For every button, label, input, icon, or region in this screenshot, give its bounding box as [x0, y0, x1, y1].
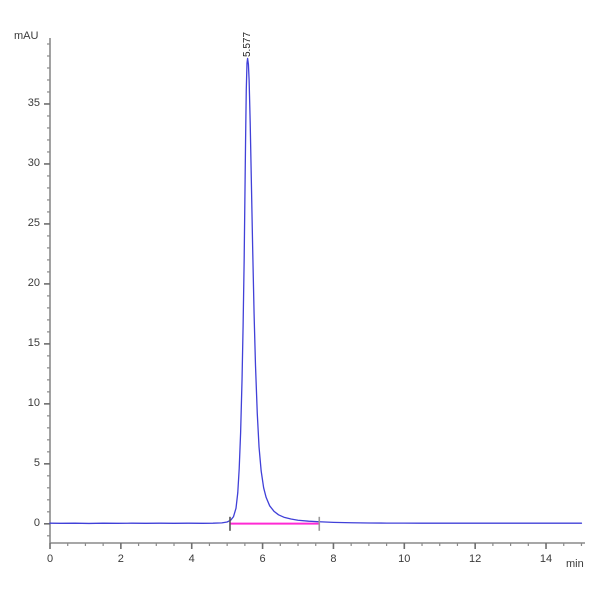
y-tick-label: 15 [27, 336, 40, 349]
x-axis-major-ticks [49, 543, 547, 549]
y-tick-label: 5 [33, 456, 40, 469]
x-axis-minor-ticks [67, 543, 583, 546]
y-tick-label: 35 [27, 96, 40, 109]
y-tick-label: 30 [27, 156, 40, 169]
x-tick-label: 8 [330, 553, 337, 565]
integration-marks-group [229, 516, 321, 531]
y-axis-group [44, 38, 51, 543]
x-axis-group [49, 542, 585, 549]
x-tick-label: 4 [188, 553, 195, 565]
x-tick-label: 12 [469, 553, 482, 565]
x-tick-label: 0 [46, 553, 54, 565]
y-tick-label: 0 [33, 516, 40, 529]
y-tick-label: 25 [27, 216, 40, 229]
x-tick-label: 2 [117, 553, 124, 565]
y-tick-label: 20 [27, 276, 40, 289]
y-axis-minor-ticks [47, 43, 50, 537]
x-tick-label: 6 [259, 553, 266, 565]
x-axis-unit-label: min [566, 558, 584, 570]
y-axis-unit-label: mAU [14, 30, 39, 42]
y-axis-major-ticks [44, 103, 50, 525]
plot-series-group [49, 57, 583, 531]
y-tick-label: 10 [27, 396, 40, 409]
signal-trace [49, 57, 583, 525]
x-tick-label: 14 [539, 553, 553, 565]
peak-retention-time: 5.577 [241, 32, 253, 58]
x-tick-label: 10 [398, 553, 411, 565]
